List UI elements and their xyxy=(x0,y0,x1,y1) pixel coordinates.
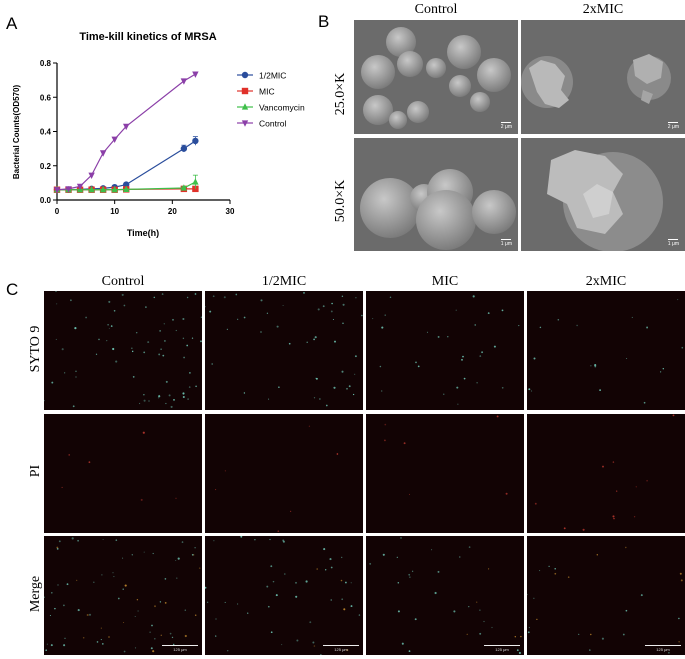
chart-series xyxy=(53,71,199,194)
panel-letter-a: A xyxy=(6,14,18,33)
fluo-image-pi-mic xyxy=(366,414,524,533)
sem-image-2xmic-50k: 1 μm xyxy=(521,138,685,251)
panel-letter-c: C xyxy=(6,280,19,299)
fluo-scale-label: 125 μm xyxy=(173,647,187,652)
legend-marker xyxy=(241,120,249,127)
fluo-scale-bar: 125 μm xyxy=(484,645,520,652)
data-point xyxy=(192,178,199,185)
fluo-header-half-mic: 1/2MIC xyxy=(261,274,307,289)
sem-scale-label: 2 μm xyxy=(500,124,512,130)
y-tick-label: 0.2 xyxy=(40,162,52,171)
data-point xyxy=(180,184,188,191)
chart-title: Time-kill kinetics of MRSA xyxy=(79,31,216,43)
fluo-row-label-merge: Merge xyxy=(28,575,43,613)
fluo-header-2xmic: 2xMIC xyxy=(585,274,627,289)
legend-label: MIC xyxy=(259,87,275,97)
data-point xyxy=(111,185,118,193)
chart-axes: 0 10 20 30 0.0 0.2 0.4 0.6 0.8 xyxy=(40,59,235,216)
fluo-image-merge-mic: 125 μm xyxy=(366,536,524,655)
data-point xyxy=(123,185,130,192)
sem-header-2xmic: 2xMIC xyxy=(582,2,624,17)
chart-legend: 1/2MIC MIC Vancomycin Control xyxy=(237,71,305,129)
fluo-row-label-syto9: SYTO 9 xyxy=(28,325,43,373)
fluo-scale-bar: 125 μm xyxy=(162,645,198,652)
fluo-image-merge-control: 125 μm xyxy=(44,536,202,655)
x-tick-label: 10 xyxy=(110,207,119,216)
sem-image-control-25k: 2 μm xyxy=(354,20,518,134)
y-tick-label: 0.6 xyxy=(40,93,52,102)
data-point xyxy=(99,185,107,193)
sem-scale-label: 1 μm xyxy=(667,241,679,247)
data-point xyxy=(192,71,199,78)
fluo-image-merge-2xmic: 125 μm xyxy=(527,536,685,655)
fluo-image-pi-2xmic xyxy=(527,414,685,533)
fluo-header-control: Control xyxy=(101,274,145,289)
data-point xyxy=(111,136,118,144)
data-point xyxy=(53,187,61,194)
y-tick-label: 0.4 xyxy=(40,128,52,137)
legend-label: 1/2MIC xyxy=(259,71,286,81)
data-point xyxy=(192,137,199,145)
fluo-image-pi-control xyxy=(44,414,202,533)
sem-header-control: Control xyxy=(414,2,458,17)
fluo-scale-label: 125 μm xyxy=(656,647,670,652)
sem-image-control-50k: 1 μm xyxy=(354,138,518,251)
x-axis-label: Time(h) xyxy=(127,228,159,238)
fluo-scale-bar: 125 μm xyxy=(645,645,681,652)
data-point xyxy=(180,78,188,85)
data-point xyxy=(99,150,107,157)
fluo-image-syto9-half-mic xyxy=(205,291,363,410)
fluo-image-merge-half-mic: 125 μm xyxy=(205,536,363,655)
fluo-header-mic: MIC xyxy=(431,274,459,289)
series-1-2mic xyxy=(53,136,199,193)
time-kill-chart: Time-kill kinetics of MRSA 0 10 20 30 0.0 0.2… xyxy=(12,31,305,238)
y-tick-label: 0.0 xyxy=(40,196,52,205)
sem-scale-label: 1 μm xyxy=(500,241,512,247)
y-tick-label: 0.8 xyxy=(40,59,52,68)
fluo-scale-bar: 125 μm xyxy=(323,645,359,652)
x-tick-label: 0 xyxy=(55,207,60,216)
series-line xyxy=(56,73,196,191)
data-point xyxy=(76,183,84,191)
sem-row-label-50k: 50.0×K xyxy=(333,179,348,223)
sem-row-label-25k: 25.0×K xyxy=(333,72,348,116)
legend-marker xyxy=(241,87,249,95)
x-tick-label: 30 xyxy=(226,207,235,216)
data-point xyxy=(88,185,95,193)
data-point xyxy=(180,145,188,152)
fluo-scale-label: 125 μm xyxy=(334,647,348,652)
series-control xyxy=(53,71,199,194)
fluo-image-syto9-2xmic xyxy=(527,291,685,410)
y-axis-label: Bacterial Counts(OD570) xyxy=(12,85,21,180)
fluo-image-pi-half-mic xyxy=(205,414,363,533)
legend-marker xyxy=(241,103,249,110)
fluo-image-syto9-mic xyxy=(366,291,524,410)
data-point xyxy=(65,186,72,193)
data-point xyxy=(88,172,95,179)
fluo-image-syto9-control xyxy=(44,291,202,410)
data-point xyxy=(123,123,130,131)
legend-marker xyxy=(241,71,249,79)
sem-scale-label: 2 μm xyxy=(667,124,679,130)
fluo-scale-label: 125 μm xyxy=(495,647,509,652)
legend-label: Vancomycin xyxy=(259,103,305,113)
panel-letter-b: B xyxy=(318,12,330,31)
sem-image-2xmic-25k: 2 μm xyxy=(521,20,685,134)
legend-label: Control xyxy=(259,119,287,129)
fluo-row-label-pi: PI xyxy=(28,464,43,478)
x-tick-label: 20 xyxy=(168,207,177,216)
